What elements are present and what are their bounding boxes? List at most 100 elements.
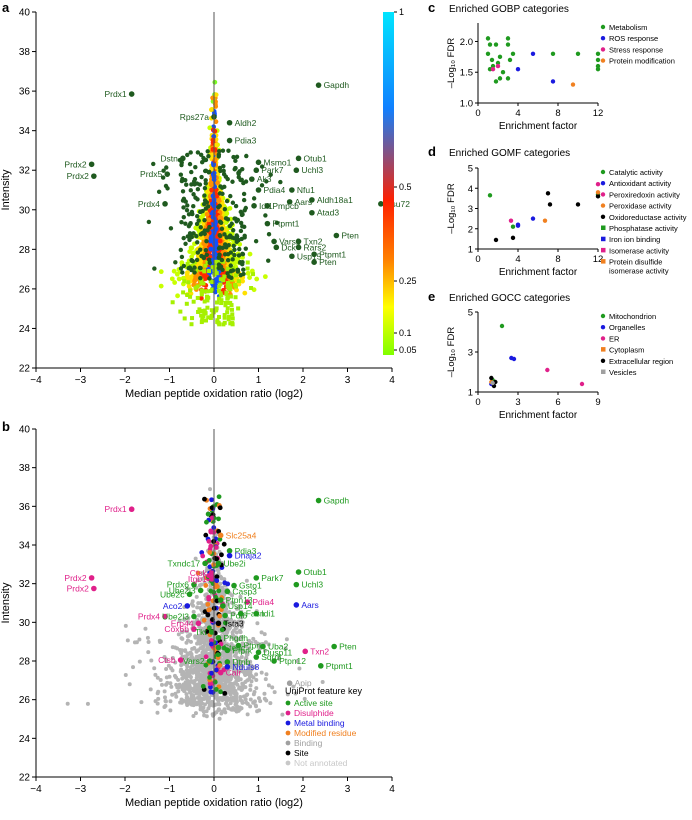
point-label: Dstn xyxy=(160,153,178,163)
labeled-point xyxy=(224,588,231,595)
density-point xyxy=(204,212,210,217)
data-point xyxy=(219,226,225,231)
data-point xyxy=(201,254,206,260)
density-point xyxy=(210,234,216,240)
point-label: Vars2 xyxy=(183,656,205,666)
background-point xyxy=(266,683,271,688)
low-intensity-point xyxy=(182,279,187,284)
data-point xyxy=(204,238,209,244)
point-label: Pdia4 xyxy=(264,185,286,195)
data-point xyxy=(192,270,197,275)
background-point xyxy=(217,716,222,721)
density-point xyxy=(262,274,268,280)
data-point xyxy=(179,254,185,260)
background-point xyxy=(175,646,180,651)
background-point xyxy=(186,687,191,692)
point-label: Ube2i xyxy=(223,558,245,568)
low-intensity-point xyxy=(245,260,250,265)
labeled-point xyxy=(378,201,384,207)
background-point xyxy=(245,672,250,677)
density-point xyxy=(189,254,195,260)
point-label: Otub1 xyxy=(304,567,327,577)
data-point xyxy=(198,225,203,230)
background-point xyxy=(291,684,296,689)
labeled-point xyxy=(128,91,135,97)
data-point xyxy=(205,149,210,154)
data-point xyxy=(193,165,198,170)
annotated-point xyxy=(204,519,209,525)
background-point xyxy=(173,660,178,665)
background-point xyxy=(253,703,258,708)
background-point xyxy=(172,673,177,678)
background-point xyxy=(217,702,222,707)
background-point xyxy=(248,683,253,688)
low-intensity-point xyxy=(206,295,211,300)
annotated-point xyxy=(207,550,213,555)
background-point xyxy=(237,604,242,609)
y-tick-label: 28 xyxy=(19,657,31,668)
low-intensity-point xyxy=(194,268,199,273)
data-point xyxy=(186,212,192,217)
y-tick-label: 2.0 xyxy=(460,37,473,48)
data-point xyxy=(218,168,223,174)
background-point xyxy=(143,626,148,631)
background-point xyxy=(176,677,181,682)
x-tick-label: 2 xyxy=(300,375,306,386)
point-label: Usp15 xyxy=(297,251,322,261)
y-tick-label: 36 xyxy=(19,87,31,98)
x-tick-label: 3 xyxy=(345,784,351,795)
data-point xyxy=(223,174,229,179)
background-point xyxy=(186,701,191,706)
background-point xyxy=(248,687,253,692)
data-point xyxy=(231,154,236,160)
background-point xyxy=(256,696,261,701)
data-point xyxy=(146,219,152,225)
annotated-point xyxy=(217,663,223,668)
point-label: Ptpn12 xyxy=(279,656,306,666)
low-intensity-point xyxy=(208,288,213,293)
legend-label: ER xyxy=(609,334,620,343)
point-label: Itgb1 xyxy=(188,574,207,584)
background-point xyxy=(228,692,233,697)
low-intensity-point xyxy=(190,264,195,269)
y-axis-label: –Log₁₀ FDR xyxy=(446,183,457,234)
legend-label: Peroxidase activity xyxy=(609,202,672,211)
background-point xyxy=(302,696,307,701)
background-point xyxy=(244,693,249,698)
data-point xyxy=(198,276,203,281)
density-point xyxy=(207,125,213,131)
data-point xyxy=(178,247,184,253)
background-point xyxy=(241,683,246,688)
labeled-point xyxy=(295,244,302,251)
data-point xyxy=(579,381,585,387)
background-point xyxy=(169,666,174,671)
x-axis-label: Median peptide oxidation ratio (log2) xyxy=(125,388,303,400)
legend-label: Protein disulfide xyxy=(609,258,662,267)
data-point xyxy=(507,57,513,63)
y-tick-label: 22 xyxy=(19,773,31,784)
background-point xyxy=(240,686,245,691)
background-point xyxy=(216,698,221,703)
density-point xyxy=(198,295,204,301)
background-point xyxy=(253,665,258,670)
y-tick-label: 24 xyxy=(19,734,31,745)
data-point xyxy=(203,247,209,253)
background-point xyxy=(262,691,267,696)
low-intensity-point xyxy=(218,282,223,287)
x-tick-label: 4 xyxy=(515,108,520,119)
legend-marker xyxy=(285,730,291,736)
low-intensity-point xyxy=(225,310,230,315)
background-point xyxy=(181,698,186,703)
data-point xyxy=(183,221,188,226)
data-point xyxy=(500,70,506,75)
legend-label: isomerase activity xyxy=(609,267,669,276)
legend-marker xyxy=(600,214,606,219)
background-point xyxy=(297,666,302,671)
data-point xyxy=(263,213,268,218)
background-point xyxy=(249,667,254,672)
labeled-point xyxy=(215,620,222,627)
point-label: Txn2 xyxy=(310,646,329,656)
point-label: Ssu72 xyxy=(386,199,410,209)
data-point xyxy=(230,179,235,184)
background-point xyxy=(221,678,226,683)
